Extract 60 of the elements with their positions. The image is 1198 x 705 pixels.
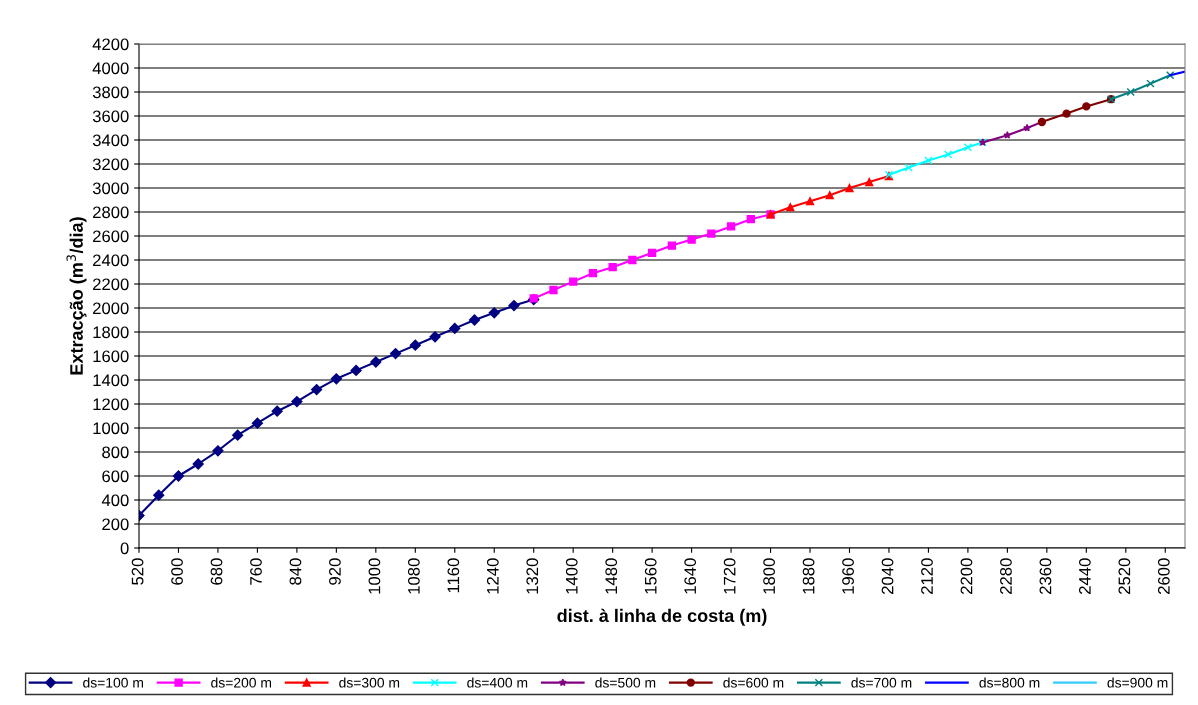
x-tick-label: 760 — [250, 558, 262, 585]
y-tick-label: 1000 — [93, 422, 129, 435]
y-tick-label: 2800 — [93, 206, 129, 219]
x-tick-label: 840 — [289, 558, 302, 585]
x-axis-title: dist. à linha de costa (m) — [557, 608, 767, 626]
x-tick-label: 920 — [329, 558, 341, 585]
x-tick-label: 600 — [171, 558, 183, 585]
x-tick-label: 1560 — [644, 558, 657, 594]
y-tick-label: 1400 — [93, 374, 129, 387]
legend-label: ds=200 m — [211, 677, 272, 688]
x-tick-label: 2440 — [1078, 558, 1091, 594]
y-tick-label: 3800 — [92, 86, 129, 99]
y-tick-label: 3000 — [92, 182, 129, 195]
x-tick-label: 2200 — [960, 558, 973, 594]
y-tick-label: 3600 — [92, 110, 129, 123]
legend-label: ds=700 m — [851, 677, 912, 688]
y-tick-label: 1200 — [93, 398, 129, 411]
y-tick-label: 0 — [120, 542, 129, 555]
legend-label: ds=500 m — [595, 677, 656, 688]
legend-label: ds=400 m — [467, 677, 528, 688]
y-tick-label: 600 — [102, 470, 129, 483]
x-tick-label: 1880 — [802, 558, 815, 594]
x-tick-label: 1960 — [842, 558, 854, 594]
y-tick-label: 2400 — [93, 254, 129, 267]
x-tick-label: 2360 — [1039, 558, 1052, 594]
x-tick-label: 2520 — [1118, 558, 1131, 594]
x-tick-label: 1240 — [486, 558, 499, 594]
y-tick-label: 800 — [102, 446, 129, 459]
y-axis-title: Extracção (m$^{3}$/dia) — [66, 217, 87, 375]
y-tick-label: 4200 — [92, 38, 129, 51]
x-tick-label: 1400 — [565, 558, 578, 594]
x-tick-label: 520 — [131, 558, 144, 585]
y-tick-label: 400 — [101, 494, 129, 507]
y-tick-label: 2000 — [93, 302, 129, 315]
x-tick-label: 1720 — [723, 558, 736, 594]
x-tick-label: 680 — [210, 558, 223, 585]
x-tick-label: 1320 — [526, 558, 539, 594]
y-tick-label: 2600 — [93, 230, 129, 243]
y-tick-label: 1600 — [93, 350, 129, 363]
x-tick-label: 1800 — [763, 558, 776, 594]
x-tick-label: 1000 — [368, 558, 381, 594]
x-tick-label: 2280 — [1000, 558, 1012, 594]
legend-label: ds=900 m — [1107, 677, 1168, 688]
x-tick-label: 1080 — [407, 558, 420, 594]
y-tick-label: 3200 — [92, 158, 129, 171]
y-tick-label: 3400 — [92, 134, 129, 147]
x-tick-label: 2120 — [921, 558, 933, 594]
y-tick-label: 200 — [102, 518, 129, 531]
legend-label: ds=300 m — [339, 677, 400, 688]
x-tick-label: 2600 — [1157, 558, 1170, 594]
legend-label: ds=800 m — [979, 677, 1040, 688]
x-tick-label: 1640 — [684, 558, 697, 594]
y-tick-label: 1800 — [93, 326, 129, 339]
legend-label: ds=100 m — [83, 677, 143, 688]
y-tick-label: 2200 — [93, 278, 129, 291]
x-tick-label: 2040 — [881, 558, 894, 594]
y-tick-label: 4000 — [92, 62, 129, 75]
legend-label: ds=600 m — [723, 677, 784, 688]
x-tick-label: 1480 — [605, 558, 618, 594]
x-tick-label: 1160 — [447, 558, 460, 593]
